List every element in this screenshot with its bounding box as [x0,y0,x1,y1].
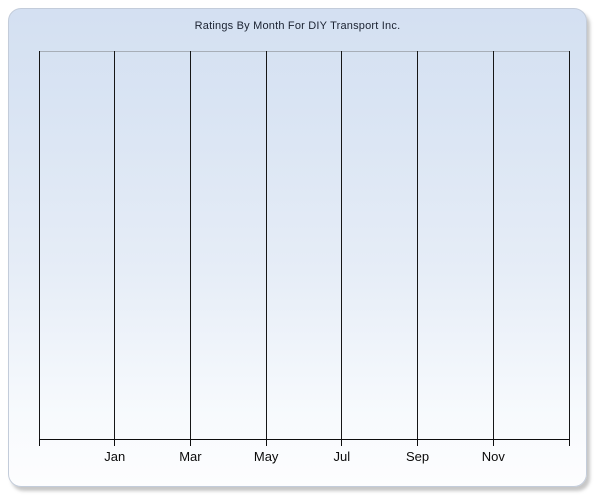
x-tick-label: Mar [179,449,202,464]
x-tick-label: Nov [481,449,505,464]
x-gridline [568,51,570,440]
plot-top-border [39,51,569,52]
x-axis-tick [189,440,191,446]
x-tick-label: Jul [333,449,351,464]
x-axis-tick [568,440,570,446]
x-gridline [189,51,191,440]
chart-panel: Ratings By Month For DIY Transport Inc. … [8,8,587,487]
x-axis-tick [492,440,494,446]
x-tick-label: May [253,449,279,464]
x-axis-tick [38,440,40,446]
x-axis-tick [114,440,116,446]
x-axis-tick [341,440,343,446]
plot-area: Jan Mar May Jul Sep Nov [38,51,570,463]
x-axis-tick [265,440,267,446]
x-axis-tick [417,440,419,446]
chart-title: Ratings By Month For DIY Transport Inc. [194,20,401,32]
x-gridline [265,51,267,440]
x-tick-label: Jan [104,449,126,464]
x-tick-label: Sep [405,449,430,464]
x-gridline [492,51,494,440]
x-axis-line [39,439,569,440]
x-gridline [114,51,116,440]
x-gridline [341,51,343,440]
x-gridline [417,51,419,440]
x-gridline [38,51,40,440]
